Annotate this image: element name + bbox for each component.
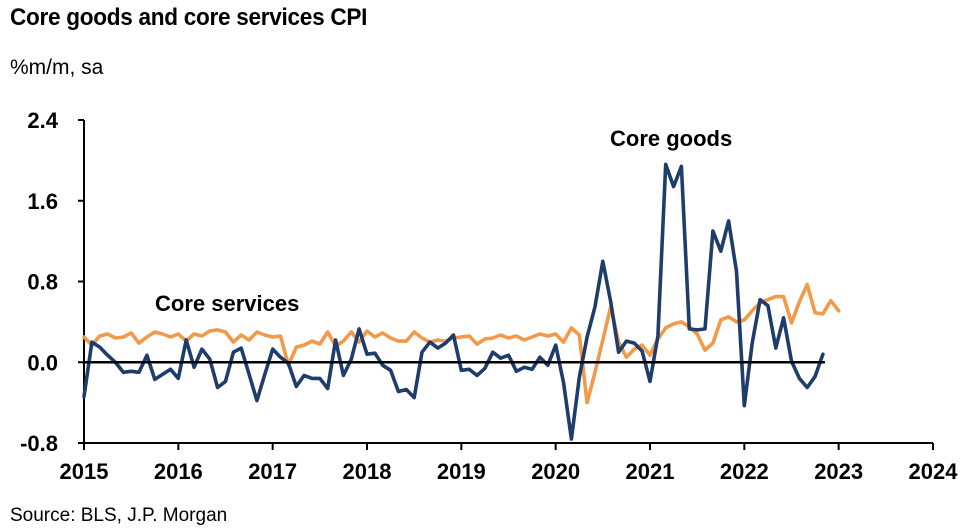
x-tick-label: 2019 (437, 459, 486, 484)
chart-subtitle: %m/m, sa (10, 56, 104, 79)
x-tick-label: 2016 (154, 459, 203, 484)
y-tick-label: 0.8 (27, 270, 58, 295)
chart-title: Core goods and core services CPI (10, 4, 368, 31)
y-tick-label: 2.4 (27, 108, 58, 133)
series-line-core-services (82, 282, 841, 405)
x-tick-label: 2017 (248, 459, 297, 484)
annotation-core-services: Core services (155, 291, 299, 316)
y-tick-label: 1.6 (27, 189, 58, 214)
x-tick-label: 2022 (720, 459, 769, 484)
x-tick-label: 2015 (60, 459, 109, 484)
x-tick-label: 2020 (531, 459, 580, 484)
series-line-core-goods (82, 162, 825, 441)
annotation-core-goods: Core goods (610, 126, 732, 151)
x-tick-label: 2021 (626, 459, 675, 484)
y-tick-label: 0.0 (27, 350, 58, 375)
y-tick-label: -0.8 (20, 431, 58, 456)
x-tick-label: 2023 (814, 459, 863, 484)
source-note: Source: BLS, J.P. Morgan (10, 505, 228, 526)
x-tick-label: 2018 (343, 459, 392, 484)
x-tick-label: 2024 (909, 459, 959, 484)
